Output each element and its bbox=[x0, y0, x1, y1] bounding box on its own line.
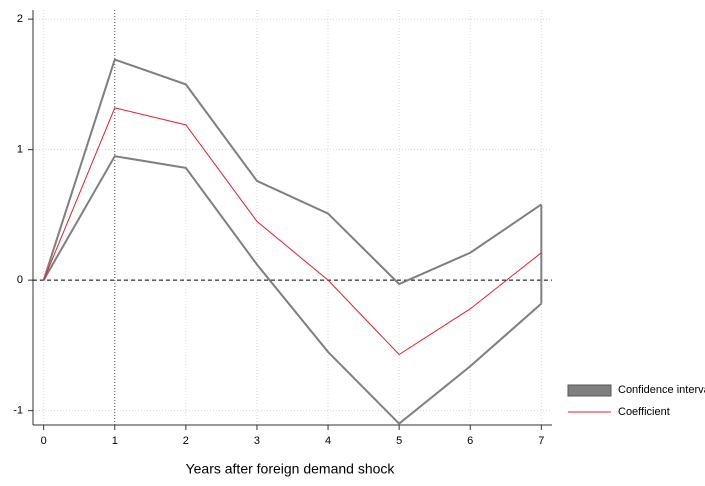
ci-lower bbox=[42, 155, 542, 426]
coefficient-line bbox=[43, 107, 542, 356]
legend-label: Confidence interval bbox=[618, 384, 705, 396]
x-tick-label: 2 bbox=[183, 435, 189, 447]
y-tick-label: 0 bbox=[17, 274, 23, 286]
x-tick-label: 3 bbox=[254, 435, 260, 447]
x-tick-label: 6 bbox=[467, 435, 473, 447]
x-tick-label: 4 bbox=[325, 435, 331, 447]
y-tick-label: -1 bbox=[13, 405, 23, 417]
x-tick-label: 5 bbox=[396, 435, 402, 447]
ci-upper bbox=[42, 58, 542, 286]
legend-swatch bbox=[567, 384, 612, 397]
x-tick-label: 7 bbox=[538, 435, 544, 447]
x-tick-label: 1 bbox=[112, 435, 118, 447]
y-tick-label: 1 bbox=[17, 144, 23, 156]
x-axis-title: Years after foreign demand shock bbox=[186, 461, 396, 477]
y-tick-label: 2 bbox=[17, 13, 23, 25]
x-tick-label: 0 bbox=[41, 435, 47, 447]
legend-label: Coefficient bbox=[618, 406, 670, 418]
